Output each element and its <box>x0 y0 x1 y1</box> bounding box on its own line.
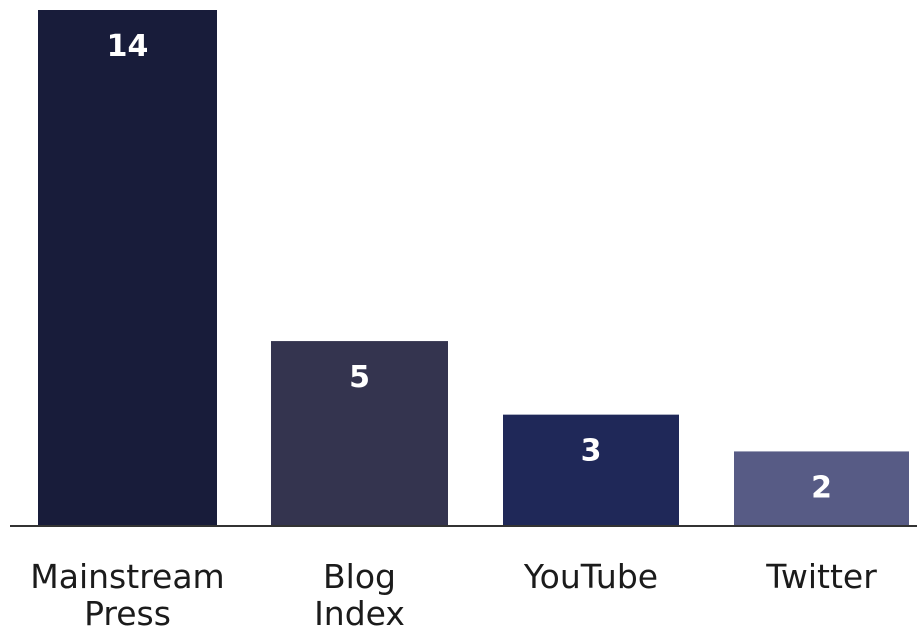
bar-value-label: 3 <box>581 434 602 469</box>
bar <box>734 451 909 525</box>
category-label: Index <box>314 594 405 630</box>
category-label: Blog <box>323 557 396 596</box>
value-labels-layer: 14 5 3 2 <box>107 29 832 505</box>
bar-value-label: 14 <box>107 29 149 64</box>
category-label: Press <box>84 594 171 630</box>
category-label: Mainstream <box>30 557 224 596</box>
bar <box>271 341 448 525</box>
bar <box>503 414 679 525</box>
bar-value-label: 5 <box>349 360 370 395</box>
bar-value-label: 2 <box>811 470 832 505</box>
bar <box>38 10 217 525</box>
category-label: YouTube <box>523 557 658 596</box>
category-label: Twitter <box>765 557 877 596</box>
bars-layer <box>38 10 909 525</box>
